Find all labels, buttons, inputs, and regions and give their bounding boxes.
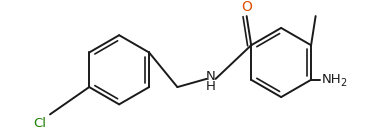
Text: Cl: Cl: [34, 117, 47, 130]
Text: H: H: [206, 80, 216, 93]
Text: NH: NH: [322, 73, 342, 86]
Text: N: N: [206, 70, 216, 83]
Text: O: O: [241, 0, 252, 14]
Text: 2: 2: [340, 78, 347, 88]
